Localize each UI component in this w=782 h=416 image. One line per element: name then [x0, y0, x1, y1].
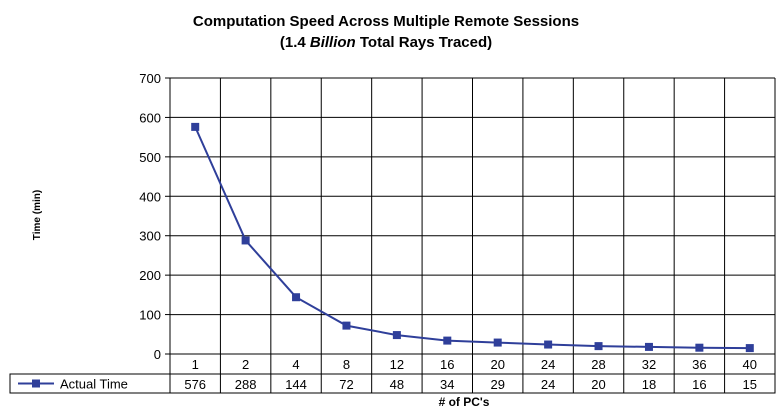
- table-value-row: [9, 373, 776, 394]
- x-tick-label-8: 8: [343, 357, 350, 372]
- series-line-0: [194, 126, 750, 350]
- data-point-40: [745, 344, 754, 353]
- chart-title-line-2-emphasis: Billion: [310, 34, 356, 51]
- y-tick-label-100: 100: [139, 308, 161, 323]
- y-tick-label-500: 500: [139, 150, 161, 165]
- data-point-20: [493, 338, 502, 347]
- y-tick-label-700: 700: [139, 71, 161, 86]
- x-tick-label-32: 32: [642, 357, 656, 372]
- data-point-1: [191, 122, 200, 131]
- data-point-28: [594, 342, 603, 351]
- x-tick-label-36: 36: [692, 357, 706, 372]
- chart-title-line-2-pre: (1.4: [280, 34, 310, 51]
- y-tick-label-400: 400: [139, 189, 161, 204]
- data-point-2: [241, 236, 250, 245]
- data-point-16: [443, 336, 452, 345]
- data-point-32: [644, 342, 653, 351]
- chart-title-line-2-post: Total Rays Traced): [356, 34, 492, 51]
- table-value-28: 20: [591, 377, 605, 392]
- y-tick-label-600: 600: [139, 110, 161, 125]
- table-value-24: 24: [541, 377, 555, 392]
- data-point-8: [342, 321, 351, 330]
- y-axis-ticks: 0 100 200 300 400 500 600 700: [139, 71, 170, 362]
- y-tick-label-0: 0: [154, 347, 161, 362]
- x-tick-label-4: 4: [292, 357, 299, 372]
- table-value-1: 576: [184, 377, 206, 392]
- series-layer: [191, 122, 754, 353]
- plot-grid: [169, 77, 776, 374]
- data-point-12: [392, 331, 401, 340]
- table-value-16: 34: [440, 377, 454, 392]
- data-point-36: [695, 343, 704, 352]
- x-tick-label-16: 16: [440, 357, 454, 372]
- x-tick-label-28: 28: [591, 357, 605, 372]
- table-value-2: 288: [235, 377, 257, 392]
- data-point-4: [292, 293, 301, 302]
- y-tick-label-200: 200: [139, 268, 161, 283]
- chart-title-line-2: (1.4 Billion Total Rays Traced): [280, 34, 492, 51]
- table-value-8: 72: [339, 377, 353, 392]
- table-value-32: 18: [642, 377, 656, 392]
- y-tick-label-300: 300: [139, 229, 161, 244]
- x-tick-label-1: 1: [192, 357, 199, 372]
- legend-label: Actual Time: [60, 377, 128, 392]
- x-tick-label-40: 40: [743, 357, 757, 372]
- data-point-24: [544, 340, 553, 349]
- table-value-12: 48: [390, 377, 404, 392]
- legend-marker: [32, 379, 40, 388]
- x-tick-label-20: 20: [490, 357, 504, 372]
- table-value-20: 29: [490, 377, 504, 392]
- x-tick-label-2: 2: [242, 357, 249, 372]
- table-value-36: 16: [692, 377, 706, 392]
- x-tick-label-24: 24: [541, 357, 555, 372]
- table-value-40: 15: [743, 377, 757, 392]
- x-axis-label: # of PC's: [439, 395, 490, 409]
- chart-title-line-1: Computation Speed Across Multiple Remote…: [193, 13, 579, 30]
- table-value-4: 144: [285, 377, 307, 392]
- y-axis-label: Time (min): [32, 190, 43, 240]
- x-tick-label-12: 12: [390, 357, 404, 372]
